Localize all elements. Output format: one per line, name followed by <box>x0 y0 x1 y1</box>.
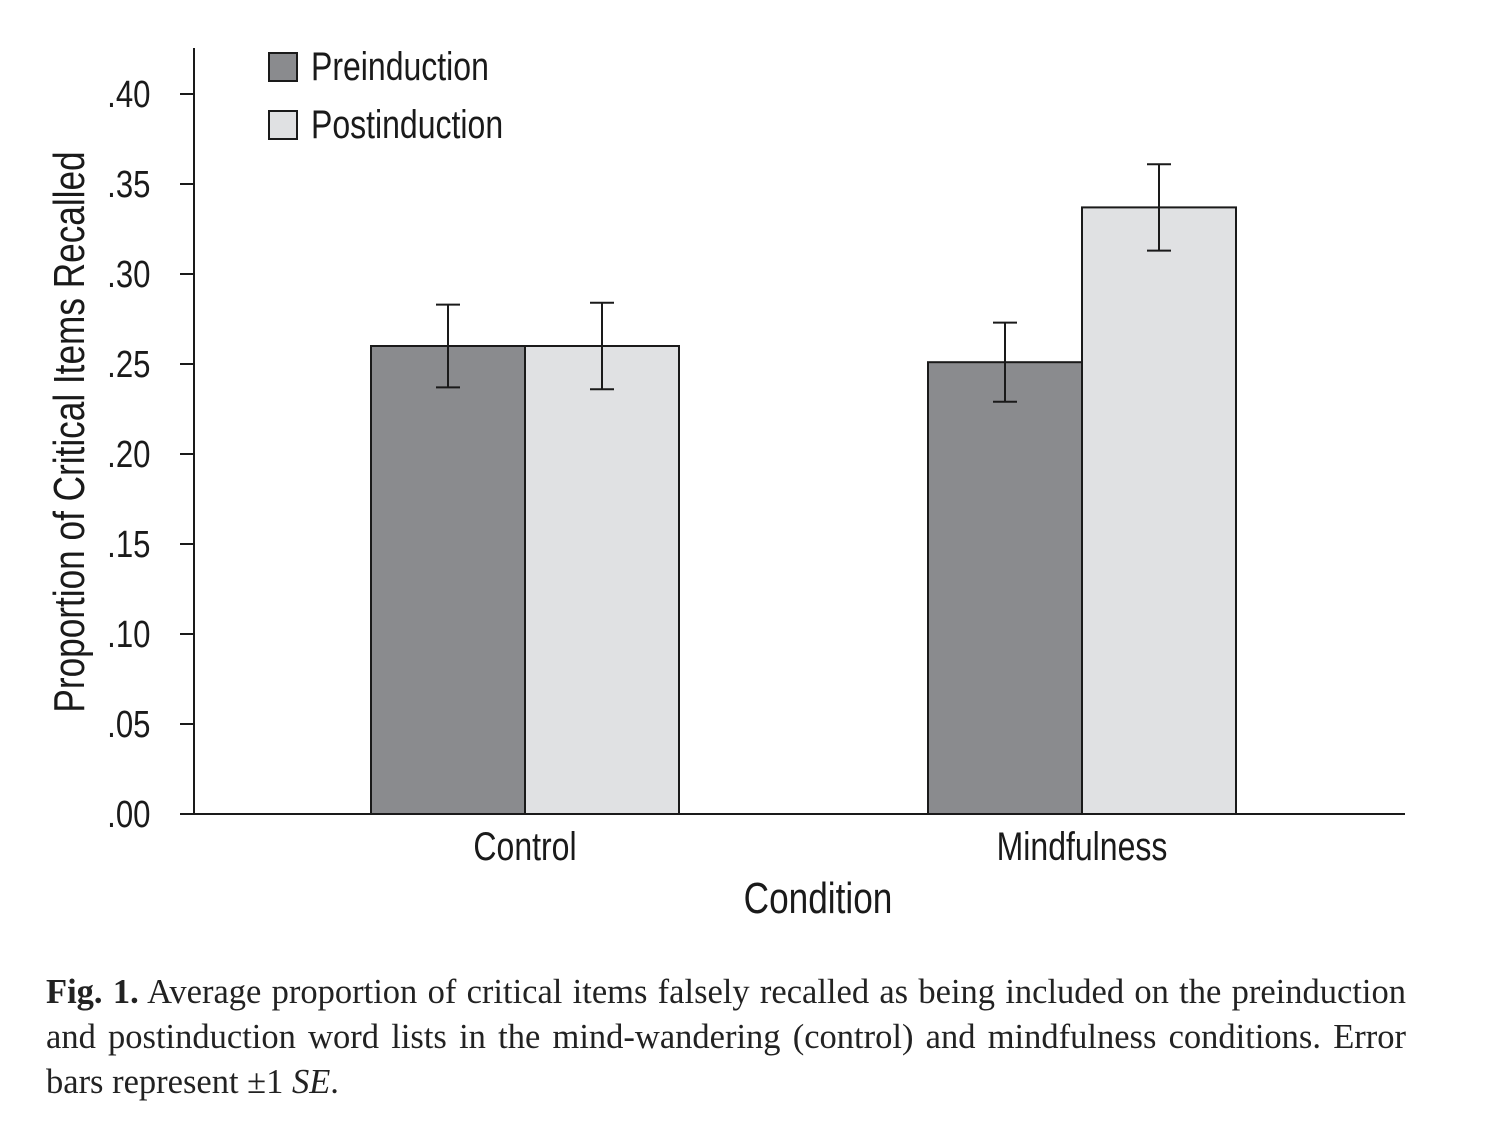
y-tick-label: .35 <box>107 164 150 206</box>
x-axis-title: Condition <box>744 874 893 923</box>
legend-swatch <box>268 52 298 82</box>
y-tick-label: .00 <box>107 794 150 836</box>
bar-control-postinduction <box>524 345 680 815</box>
y-tick-label: .40 <box>107 74 150 116</box>
legend: Preinduction Postinduction <box>268 44 503 147</box>
bars <box>370 206 1237 815</box>
y-axis-title: Proportion of Critical Items Recalled <box>45 151 94 712</box>
bar-mindfulness-postinduction <box>1081 206 1237 815</box>
bar-mindfulness-preinduction <box>927 361 1083 815</box>
figure-label: Fig. 1. <box>46 973 139 1011</box>
x-category-label: Mindfulness <box>997 824 1168 869</box>
caption-end: . <box>330 1063 339 1101</box>
y-tick-label: .05 <box>107 704 150 746</box>
caption-text: Average proportion of critical items fal… <box>46 973 1406 1101</box>
legend-label: Preinduction <box>311 44 489 89</box>
x-category-label: Control <box>473 824 576 869</box>
legend-label: Postinduction <box>311 102 503 147</box>
bar-chart: .00 .05 .10 .15 .20 .25 .30 .35 .40 Control Mindf… <box>45 44 1405 923</box>
y-tick-label: .25 <box>107 344 150 386</box>
x-axis: Control Mindfulness <box>180 813 1405 869</box>
y-tick-label: .15 <box>107 524 150 566</box>
caption-se: SE <box>291 1063 331 1101</box>
figure-caption: Fig. 1. Average proportion of critical i… <box>46 970 1406 1105</box>
error-bars <box>436 163 1171 403</box>
y-tick-label: .10 <box>107 614 150 656</box>
legend-swatch <box>268 110 298 140</box>
y-axis: .00 .05 .10 .15 .20 .25 .30 .35 .40 <box>107 48 195 836</box>
y-tick-label: .30 <box>107 254 150 296</box>
y-tick-label: .20 <box>107 434 150 476</box>
bar-control-preinduction <box>370 345 526 815</box>
